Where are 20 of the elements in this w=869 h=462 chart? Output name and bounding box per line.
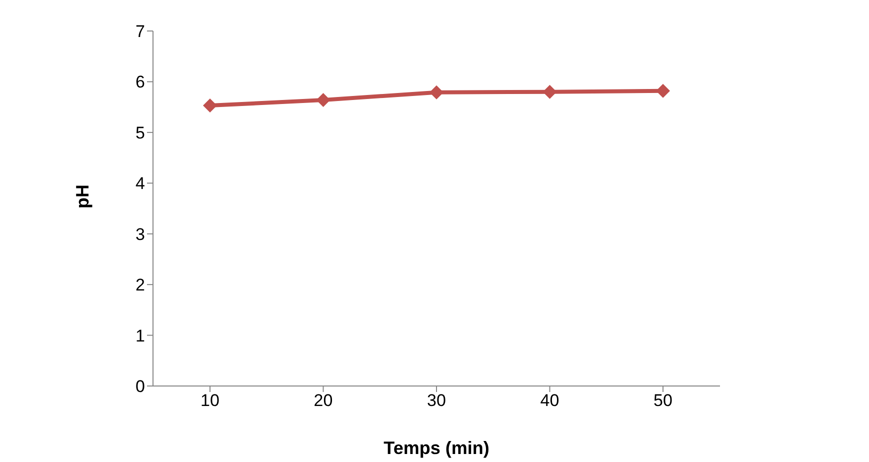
y-tick-label: 7 <box>136 22 145 42</box>
x-tick-label: 10 <box>200 391 220 410</box>
point <box>542 84 557 99</box>
y-tick-label: 2 <box>136 276 145 295</box>
x-tick-label: 20 <box>314 391 333 410</box>
point <box>203 98 217 113</box>
x-axis-title: Temps (min) <box>384 438 490 458</box>
y-tick-label: 5 <box>136 123 145 142</box>
x-tick-label: 40 <box>540 391 560 410</box>
point <box>430 85 444 100</box>
point <box>656 84 670 98</box>
x-tick-label: 30 <box>427 391 446 410</box>
y-tick-label: 1 <box>136 326 145 346</box>
y-axis-title: pH <box>72 184 92 208</box>
point <box>316 92 330 107</box>
x-tick-label: 50 <box>654 391 672 410</box>
y-tick-label: 3 <box>136 224 145 244</box>
y-tick-label: 4 <box>136 174 145 194</box>
y-tick-label: 6 <box>136 72 145 92</box>
y-tick-label: 0 <box>136 377 145 396</box>
